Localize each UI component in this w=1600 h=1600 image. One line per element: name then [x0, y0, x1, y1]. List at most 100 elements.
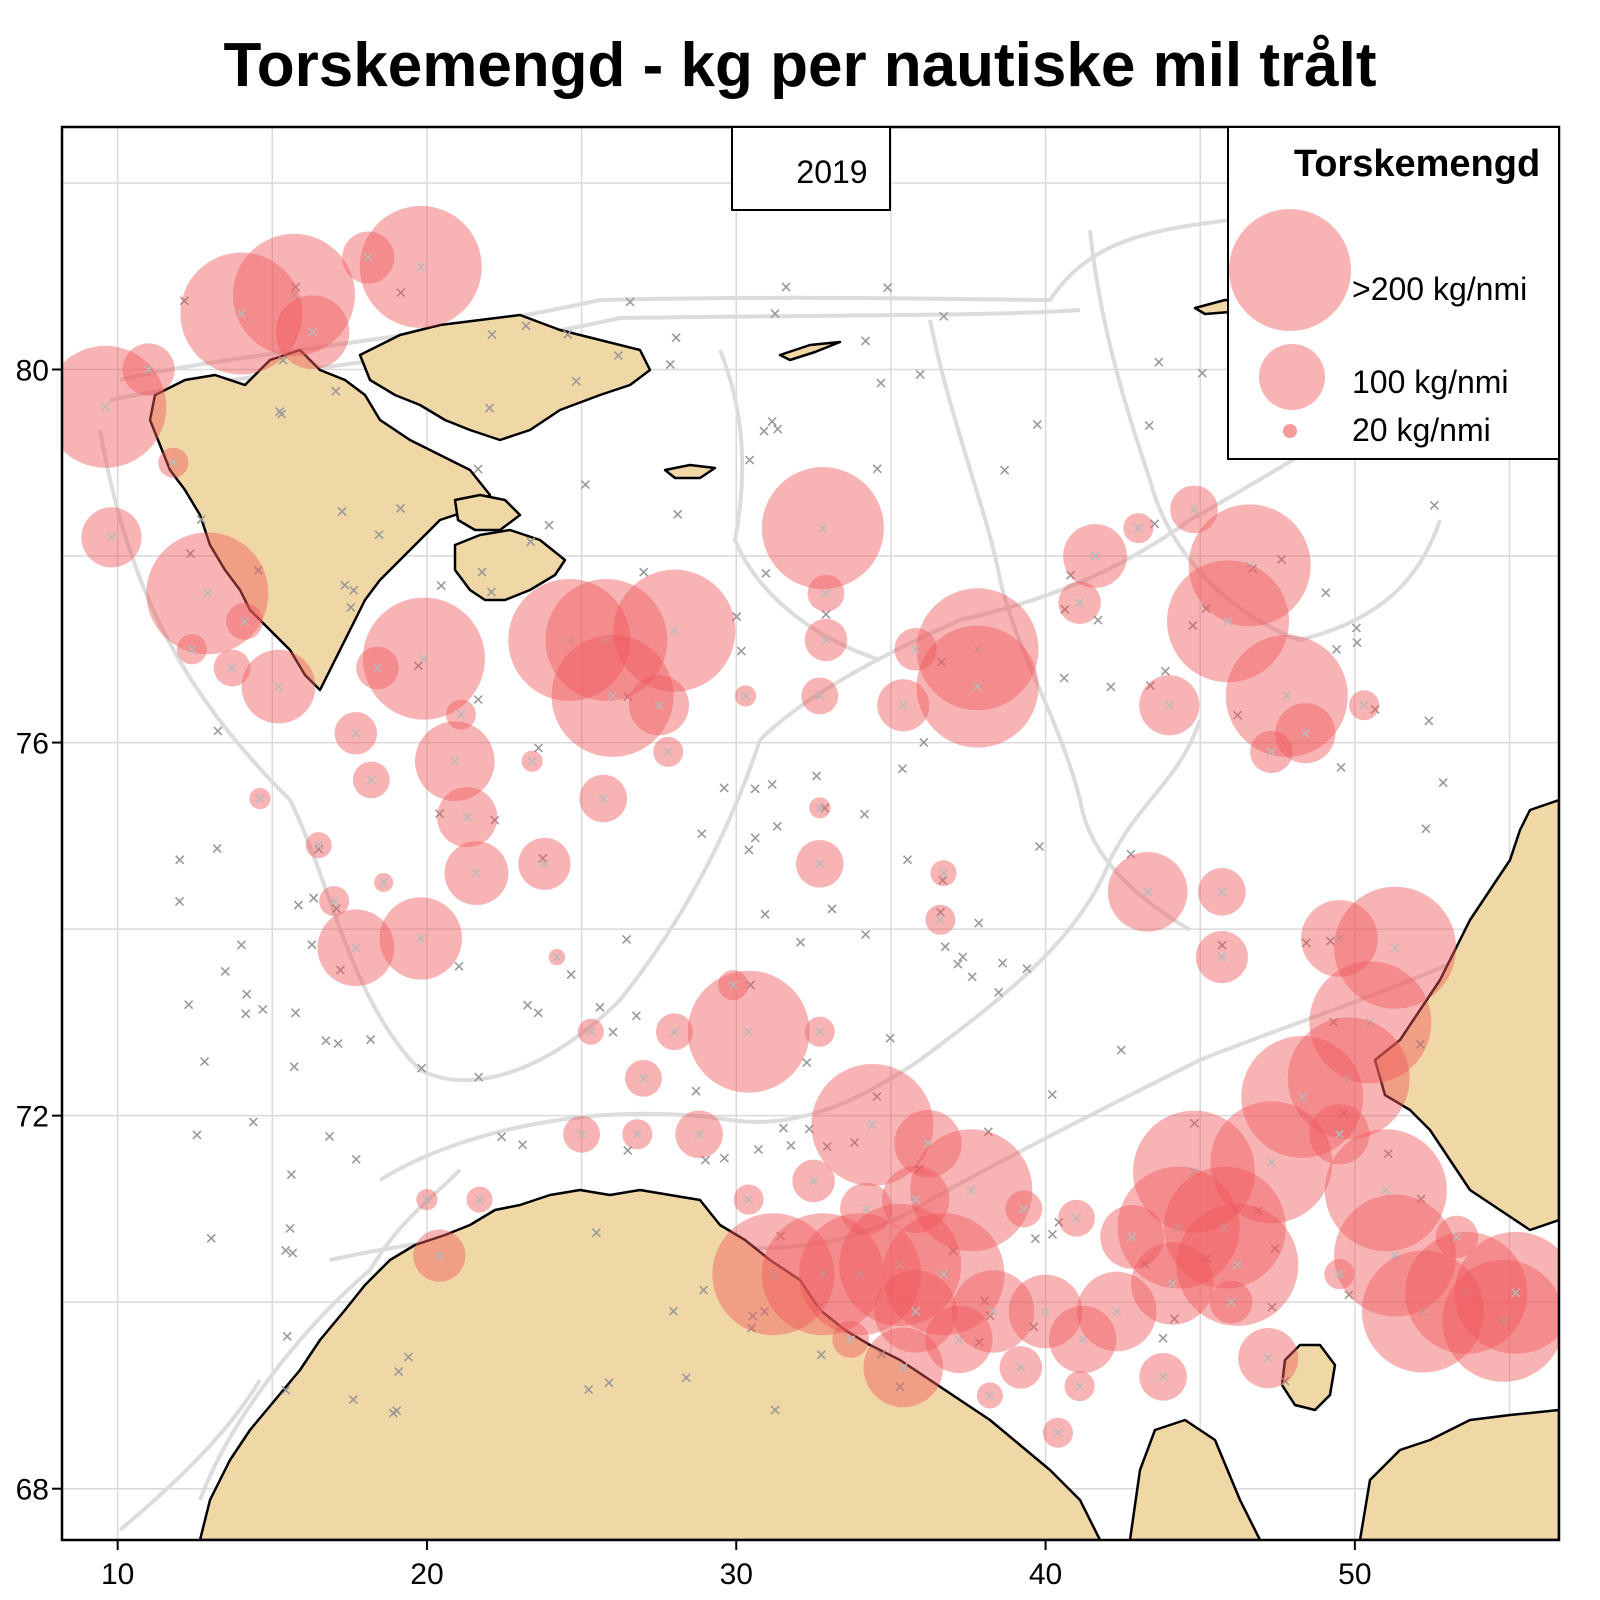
- depth-contour: [1088, 229, 1442, 643]
- station-cross: [639, 567, 649, 577]
- station-cross: [753, 1144, 764, 1154]
- station-cross: [1390, 1250, 1400, 1261]
- station-cross: [1461, 1288, 1471, 1298]
- land-kola-east: [1128, 1418, 1262, 1540]
- station-cross: [813, 1303, 823, 1313]
- station-cross: [631, 1011, 641, 1021]
- station-cross: [1280, 1376, 1290, 1386]
- station-cross: [815, 803, 825, 813]
- station-cross: [821, 635, 831, 645]
- land-novaya-zemlya-south: [1373, 798, 1559, 1232]
- station-cross: [196, 514, 206, 525]
- y-tick-label: 68: [16, 1474, 49, 1507]
- station-cross: [473, 464, 483, 474]
- station-cross: [1297, 1092, 1307, 1102]
- station-cross: [1000, 465, 1010, 475]
- station-cross: [175, 855, 185, 865]
- station-cross: [552, 952, 562, 962]
- station-cross: [1332, 644, 1342, 655]
- x-tick-label: 20: [410, 1558, 443, 1591]
- station-cross: [396, 288, 406, 298]
- station-cross: [895, 1260, 905, 1270]
- station-cross: [1189, 1118, 1200, 1128]
- station-cross: [1174, 1223, 1184, 1233]
- station-cross: [694, 1129, 704, 1139]
- station-cross: [526, 537, 536, 547]
- station-cross: [1415, 1039, 1425, 1049]
- depth-contour: [118, 1378, 262, 1532]
- station-cross: [974, 1337, 984, 1348]
- station-cross: [1232, 1260, 1242, 1270]
- station-cross: [759, 426, 769, 436]
- station-cross: [473, 694, 483, 705]
- station-cross: [1253, 1206, 1263, 1216]
- station-cross: [728, 980, 738, 990]
- station-cross: [199, 1057, 210, 1067]
- station-cross: [1220, 1223, 1230, 1233]
- station-cross: [773, 424, 783, 434]
- station-cross: [1016, 1362, 1026, 1372]
- station-cross: [278, 355, 288, 365]
- station-cross: [184, 1000, 194, 1010]
- station-cross: [1116, 1045, 1126, 1055]
- station-cross: [192, 1130, 202, 1140]
- station-cross: [348, 1395, 358, 1405]
- land: [148, 298, 1559, 1540]
- station-cross: [604, 1378, 614, 1388]
- station-cross: [1106, 682, 1116, 692]
- station-cross: [669, 626, 679, 636]
- station-cross: [938, 1269, 949, 1279]
- station-cross: [1223, 616, 1233, 626]
- land-svalbard-edgeoya: [453, 528, 567, 602]
- station-cross: [778, 1123, 789, 1133]
- x-tick-label: 10: [101, 1558, 134, 1591]
- station-cross: [248, 1117, 258, 1127]
- map-title: Torskemengd - kg per nautiske mil trålt: [223, 31, 1377, 100]
- station-cross: [527, 756, 537, 766]
- station-cross: [584, 1384, 594, 1395]
- station-cross: [533, 743, 544, 753]
- station-cross: [1226, 1297, 1236, 1307]
- station-cross: [1047, 1229, 1058, 1239]
- station-cross: [236, 940, 246, 950]
- station-cross: [106, 532, 117, 542]
- station-cross: [1498, 1316, 1508, 1326]
- depth-contour: [718, 349, 881, 662]
- x-tick-label: 50: [1338, 1558, 1371, 1591]
- station-cross: [1197, 368, 1207, 378]
- station-cross: [770, 309, 780, 319]
- station-cross: [1301, 938, 1311, 948]
- station-cross: [953, 959, 963, 969]
- station-cross: [809, 1176, 819, 1186]
- legend-frame: [1227, 126, 1560, 460]
- station-cross: [938, 875, 948, 885]
- station-cross: [988, 1306, 998, 1317]
- station-cross: [985, 1311, 995, 1321]
- station-cross: [601, 635, 611, 645]
- station-cross: [719, 1153, 729, 1163]
- legend-symbol-large: [1229, 209, 1351, 331]
- station-cross: [802, 1058, 812, 1068]
- station-cross: [770, 1405, 780, 1415]
- station-cross: [419, 654, 429, 664]
- station-cross: [700, 1155, 711, 1165]
- station-cross: [1030, 1234, 1040, 1244]
- station-cross: [625, 297, 635, 307]
- station-cross: [395, 503, 405, 513]
- station-cross: [497, 1132, 507, 1142]
- land-svalbard-nordaustlandet: [358, 313, 652, 442]
- station-cross: [744, 1195, 754, 1205]
- station-cross: [291, 282, 301, 292]
- station-cross: [100, 402, 110, 412]
- station-cross: [750, 784, 760, 794]
- depth-contour: [928, 319, 1192, 932]
- station-cross: [486, 587, 496, 597]
- station-cross: [816, 1350, 826, 1360]
- station-cross: [681, 1373, 691, 1383]
- station-cross: [598, 793, 608, 804]
- station-cross: [972, 682, 983, 692]
- station-cross: [282, 1331, 292, 1341]
- station-cross: [902, 855, 913, 865]
- station-cross: [374, 530, 384, 540]
- station-cross: [474, 1072, 484, 1082]
